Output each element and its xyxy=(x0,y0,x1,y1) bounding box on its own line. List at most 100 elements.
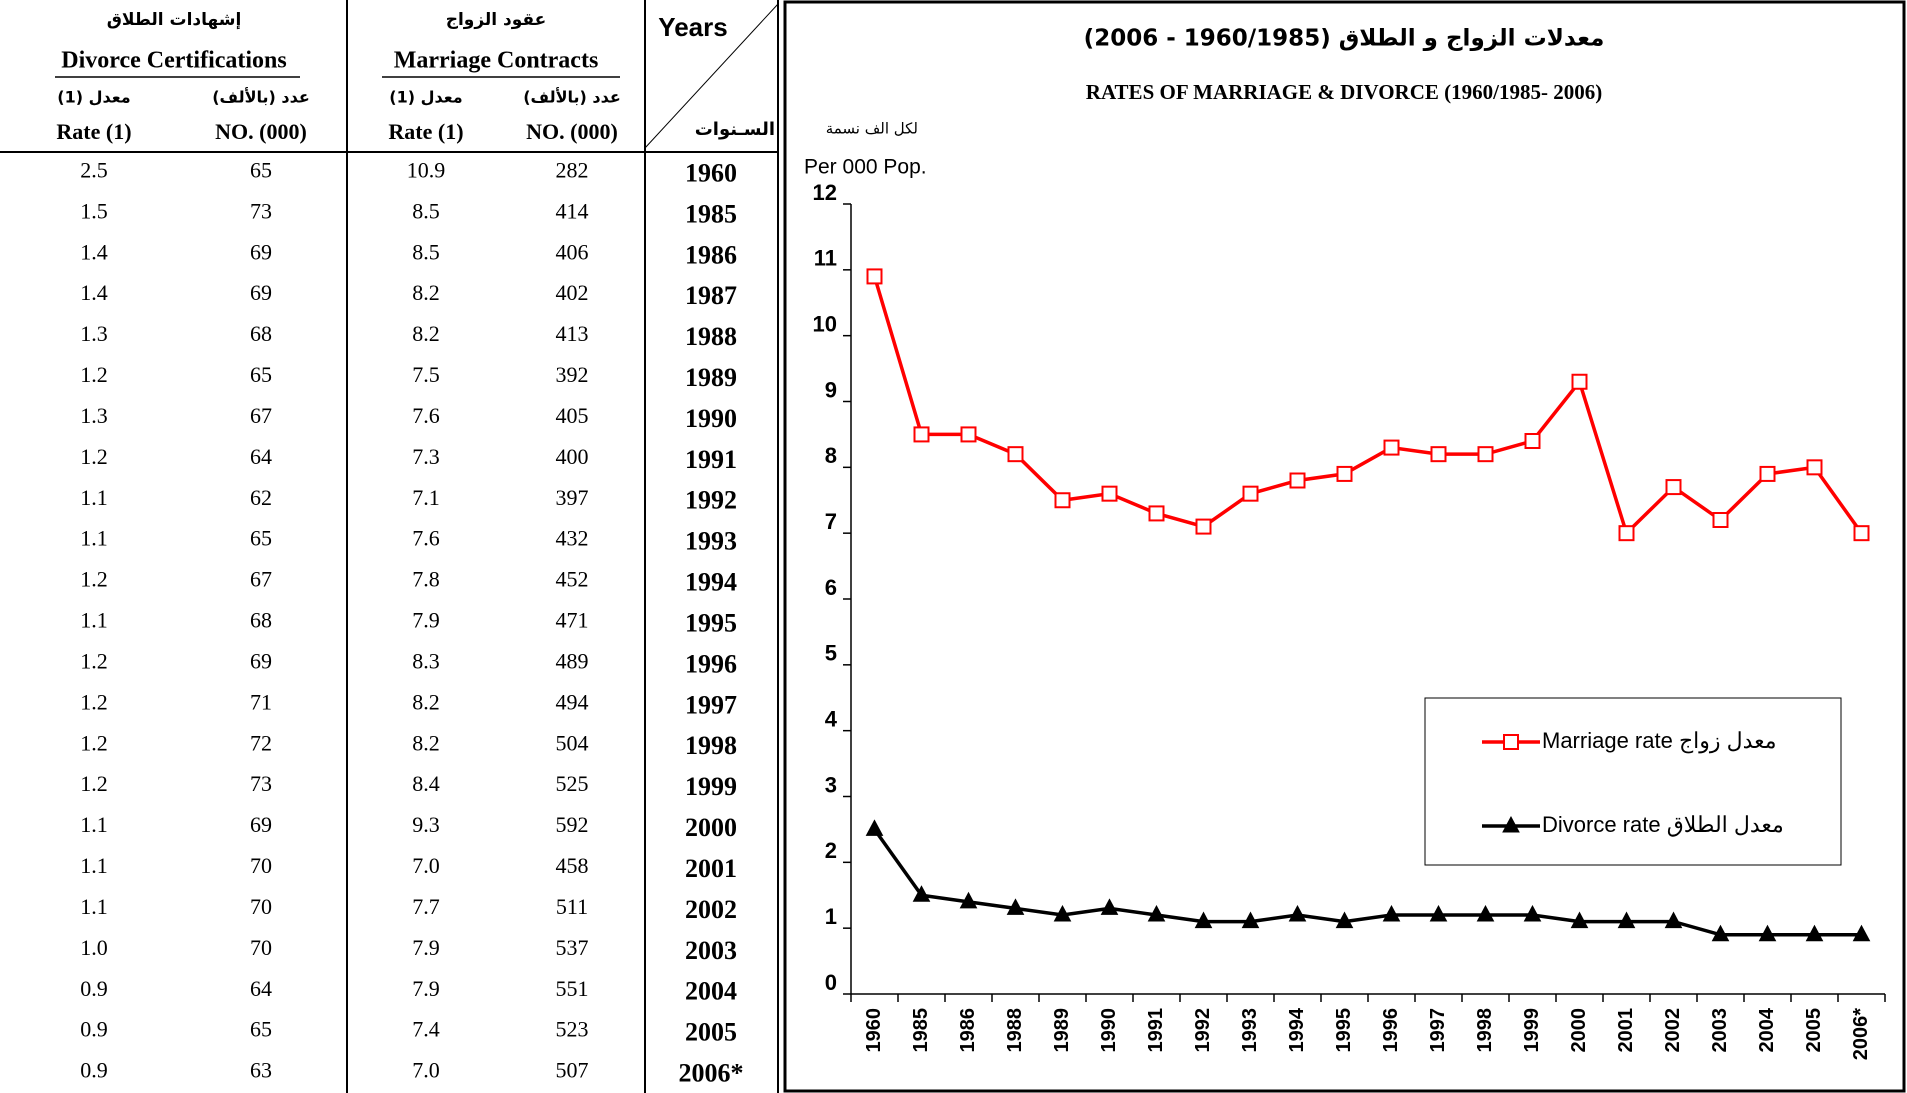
marker xyxy=(1759,465,1776,482)
table-cell: 400 xyxy=(556,444,589,469)
x-tick-label: 1995 xyxy=(1333,1008,1355,1053)
table-cell: 414 xyxy=(556,198,589,223)
marker xyxy=(1194,911,1213,929)
year-cell: 2001 xyxy=(685,854,737,883)
column-header-ar: معدل (1) xyxy=(57,88,130,107)
table-cell: 537 xyxy=(556,935,589,960)
x-tick-label: 2001 xyxy=(1615,1008,1637,1053)
marker xyxy=(1571,373,1588,390)
table-cell: 0.9 xyxy=(80,976,108,1001)
marker xyxy=(1053,904,1072,922)
table-cell: 7.7 xyxy=(412,894,440,919)
table-cell: 63 xyxy=(250,1058,272,1083)
table-cell: 489 xyxy=(556,648,589,673)
marker xyxy=(1476,904,1495,922)
year-cell: 1988 xyxy=(685,322,737,351)
y-tick-label: 12 xyxy=(813,180,837,205)
marker xyxy=(1429,904,1448,922)
table-cell: 73 xyxy=(250,198,272,223)
year-cell: 2003 xyxy=(685,936,737,965)
chart-subtitle: RATES OF MARRIAGE & DIVORCE (1960/1985- … xyxy=(1086,80,1602,104)
table-cell: 1.2 xyxy=(80,771,108,796)
years-header-ar: السـنوات xyxy=(695,119,775,140)
table-cell: 65 xyxy=(250,1017,272,1042)
x-tick-label: 1985 xyxy=(910,1008,932,1053)
marker xyxy=(1712,512,1729,528)
year-cell: 1990 xyxy=(685,404,737,433)
marker xyxy=(1665,479,1682,496)
legend-label: Divorce rate معدل الطلاق xyxy=(1542,812,1784,837)
table-cell: 70 xyxy=(250,935,272,960)
year-cell: 2005 xyxy=(685,1018,737,1047)
legend-box xyxy=(1424,697,1842,866)
year-cell: 1997 xyxy=(685,690,737,719)
x-tick-label: 1994 xyxy=(1286,1007,1308,1052)
marker xyxy=(1288,904,1307,922)
table-cell: 70 xyxy=(250,853,272,878)
table-cell: 525 xyxy=(556,771,589,796)
marker xyxy=(1054,492,1071,509)
table-cell: 511 xyxy=(556,894,588,919)
table-cell: 8.5 xyxy=(412,198,440,223)
table-cell: 1.2 xyxy=(80,730,108,755)
marker xyxy=(1664,911,1683,929)
year-cell: 2004 xyxy=(685,977,737,1006)
marker xyxy=(1430,446,1447,463)
table-cell: 73 xyxy=(250,771,272,796)
table-cell: 406 xyxy=(556,239,589,264)
table-cell: 7.3 xyxy=(412,444,440,469)
legend-marker xyxy=(1503,734,1519,750)
series-line xyxy=(872,275,1863,537)
y-tick-label: 7 xyxy=(825,509,837,534)
marker xyxy=(959,891,978,909)
table-cell: 7.0 xyxy=(412,853,440,878)
marker xyxy=(1853,525,1870,542)
year-cell: 1986 xyxy=(685,240,737,269)
table-cell: 7.8 xyxy=(412,567,440,592)
table-cell: 1.4 xyxy=(80,239,108,264)
table-cell: 7.4 xyxy=(412,1017,440,1042)
x-tick-label: 1990 xyxy=(1098,1008,1120,1053)
x-tick-label: 1998 xyxy=(1474,1008,1496,1053)
y-tick-label: 0 xyxy=(825,970,837,995)
table-cell: 8.2 xyxy=(412,280,440,305)
x-tick-label: 1996 xyxy=(1380,1008,1402,1053)
table-cell: 71 xyxy=(250,689,272,714)
diagonal xyxy=(644,3,779,149)
marker xyxy=(913,426,930,443)
chart-title: معدلات الزواج و الطلاق (1960/1985 - 2006… xyxy=(1084,26,1605,52)
marker xyxy=(1570,911,1589,929)
y-tick-label: 10 xyxy=(813,311,837,336)
marker xyxy=(1524,433,1541,449)
year-cell: 1996 xyxy=(685,649,737,678)
y-tick-label: 2 xyxy=(825,838,837,863)
marker xyxy=(912,885,931,902)
table-cell: 471 xyxy=(556,608,589,633)
table-cell: 0.9 xyxy=(80,1058,108,1083)
table-cell: 8.3 xyxy=(412,648,440,673)
table-cell: 67 xyxy=(250,403,272,428)
y-tick-label: 9 xyxy=(825,377,837,402)
x-tick-label: 1997 xyxy=(1427,1008,1449,1053)
table-cell: 504 xyxy=(556,730,589,755)
year-cell: 1995 xyxy=(685,608,737,637)
marker xyxy=(960,426,977,443)
marker xyxy=(1100,898,1119,915)
table-cell: 494 xyxy=(556,689,589,714)
marker xyxy=(1805,924,1824,942)
column-header: NO. (000) xyxy=(215,119,307,144)
table-cell: 8.2 xyxy=(412,689,440,714)
marker xyxy=(1241,911,1260,929)
marker xyxy=(865,819,884,836)
table-cell: 69 xyxy=(250,648,272,673)
marker xyxy=(1147,904,1166,922)
table-cell: 64 xyxy=(250,976,272,1001)
table-cell: 72 xyxy=(250,730,272,755)
table-cell: 458 xyxy=(556,853,589,878)
table-cell: 0.9 xyxy=(80,1017,108,1042)
marker xyxy=(1289,472,1306,489)
marker xyxy=(1477,446,1494,463)
table-cell: 1.1 xyxy=(80,812,108,837)
table-cell: 1.1 xyxy=(80,485,108,510)
x-tick-label: 2006* xyxy=(1850,1008,1872,1060)
